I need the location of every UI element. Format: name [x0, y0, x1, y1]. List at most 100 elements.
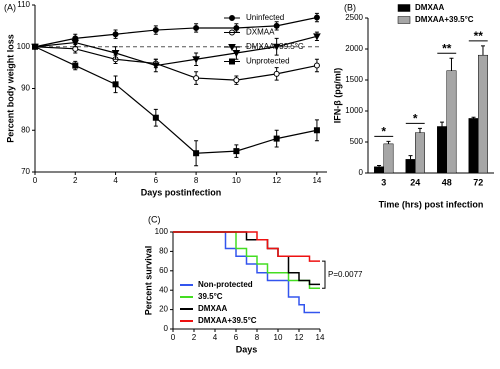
bar — [478, 54, 488, 174]
x-axis-title: Days — [236, 344, 258, 354]
y-axis-title: Percent body weight loss — [5, 34, 15, 143]
panel-label: (C) — [148, 214, 161, 224]
x-tick-label: 12 — [272, 176, 281, 185]
legend-swatch — [397, 16, 411, 24]
y-tick-label: 40 — [159, 285, 168, 294]
y-tick-label: 1500 — [345, 75, 363, 84]
error-bar — [440, 121, 445, 127]
x-tick-label: 10 — [232, 176, 241, 185]
panel-label: (A) — [4, 2, 16, 12]
x-tick-label: 10 — [274, 333, 283, 342]
significance-label: ** — [474, 29, 484, 43]
p-bracket — [322, 260, 326, 289]
marker — [193, 75, 200, 82]
panel: (B) 0 500 1000 1500 2000 2500 Time (hrs) post i… — [332, 2, 494, 209]
series-line — [34, 46, 318, 81]
x-tick-label: 48 — [442, 177, 452, 187]
x-tick-label: 14 — [316, 333, 325, 342]
legend-label: DMXAA+39.5°C — [246, 42, 304, 51]
marker — [152, 114, 159, 121]
y-tick-label: 100 — [155, 227, 169, 236]
marker — [233, 148, 240, 155]
error-bar — [417, 127, 422, 133]
legend-label: DMXAA+39.5°C — [415, 15, 474, 24]
x-axis-title: Time (hrs) post infection — [379, 199, 484, 209]
marker — [71, 39, 80, 47]
x-tick-label: 2 — [73, 176, 78, 185]
marker — [273, 135, 280, 142]
legend-label: DMXAA+39.5°C — [198, 316, 257, 325]
significance-label: * — [413, 112, 418, 126]
legend-label: Non-protected — [198, 280, 253, 289]
x-tick-label: 14 — [312, 176, 321, 185]
x-tick-label: 6 — [234, 333, 239, 342]
error-bar — [449, 57, 454, 71]
legend-label: 39.5°C — [198, 292, 223, 301]
bar — [374, 166, 384, 174]
y-tick-label: 60 — [159, 266, 168, 275]
error-bar — [480, 45, 485, 56]
marker — [313, 62, 320, 69]
y-tick-label: 0 — [359, 168, 364, 177]
y-tick-label: 500 — [350, 137, 364, 146]
marker — [233, 77, 240, 84]
bar — [405, 159, 416, 174]
x-tick-label: 8 — [194, 176, 199, 185]
panel-label: (B) — [344, 2, 356, 12]
significance-label: ** — [442, 41, 452, 55]
marker — [72, 62, 79, 69]
bar — [437, 126, 447, 174]
x-tick-label: 0 — [33, 176, 38, 185]
panel: (C) 0 20 40 60 80 100 0 2 4 6 8 10 12 14 Days Percent su… — [143, 214, 363, 354]
significance-label: * — [381, 125, 386, 139]
y-tick-label: 0 — [164, 324, 169, 333]
y-axis-title: IFN-β (pg/ml) — [332, 68, 342, 123]
y-tick-label: 80 — [159, 247, 168, 256]
marker — [112, 81, 119, 88]
series-line — [34, 35, 318, 67]
marker — [152, 27, 159, 34]
marker — [112, 31, 119, 38]
error-bar — [377, 165, 382, 167]
marker — [193, 150, 200, 157]
marker — [313, 127, 320, 134]
bar — [446, 70, 457, 174]
marker — [233, 24, 240, 31]
legend-label: DMXAA — [415, 3, 445, 12]
error-bar — [386, 140, 391, 144]
x-tick-label: 3 — [381, 177, 386, 187]
marker — [193, 24, 200, 31]
y-tick-label: 1000 — [345, 106, 363, 115]
legend-label: Uninfected — [246, 13, 284, 22]
x-tick-label: 0 — [171, 333, 176, 342]
survival-curve — [173, 231, 320, 314]
x-tick-label: 24 — [410, 177, 420, 187]
p-value: P=0.0077 — [328, 270, 363, 279]
x-tick-label: 72 — [473, 177, 483, 187]
x-tick-label: 6 — [154, 176, 159, 185]
marker — [272, 43, 281, 51]
x-axis-title: Days postinfection — [141, 187, 222, 197]
marker — [32, 43, 38, 50]
y-tick-label: 100 — [17, 42, 31, 51]
error-bar — [471, 116, 476, 119]
marker — [313, 14, 320, 21]
x-tick-label: 8 — [255, 333, 260, 342]
error-bar — [408, 155, 413, 160]
marker — [192, 56, 200, 64]
marker — [273, 22, 280, 29]
y-tick-label: 110 — [17, 0, 30, 9]
marker — [313, 33, 321, 41]
y-tick-label: 70 — [21, 167, 30, 176]
marker — [151, 62, 160, 70]
y-axis-title: Percent survival — [143, 246, 153, 316]
bar — [383, 143, 394, 174]
legend-swatch — [397, 4, 411, 12]
y-tick-label: 90 — [21, 84, 30, 93]
series-line — [34, 16, 318, 48]
marker — [273, 70, 280, 77]
legend-label: DXMAA — [246, 28, 275, 37]
y-tick-label: 2000 — [345, 44, 363, 53]
y-tick-label: 2500 — [345, 13, 363, 22]
